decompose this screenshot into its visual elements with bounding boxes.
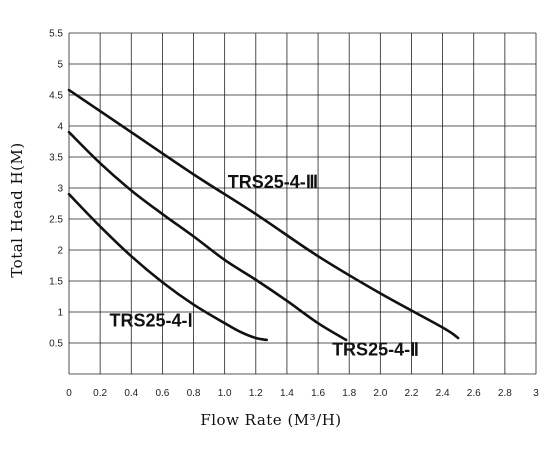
x-tick-label: 2.4 <box>436 388 450 399</box>
x-tick-label: 0.6 <box>155 388 169 399</box>
y-axis-title: Total Head H(M) <box>8 142 26 277</box>
x-tick-label: 0.4 <box>124 388 138 399</box>
x-tick-label: 2.8 <box>498 388 512 399</box>
x-tick-label: 1.0 <box>218 388 232 399</box>
curve-label-1: TRS25-4-Ⅲ <box>228 172 318 192</box>
x-tick-label: 0.2 <box>93 388 107 399</box>
y-tick-label: 3 <box>57 184 63 195</box>
grid <box>68 32 537 375</box>
x-tick-label: 2.0 <box>373 388 387 399</box>
y-tick-label: 4.5 <box>49 91 63 102</box>
y-tick-label: 4 <box>57 122 63 133</box>
x-tick-label: 0.8 <box>187 388 201 399</box>
y-tick-label: 5.5 <box>49 29 63 40</box>
x-tick-label: 1.6 <box>311 388 325 399</box>
series-line-2 <box>67 130 348 342</box>
series-line-3 <box>67 88 460 340</box>
series-line-1 <box>67 192 268 342</box>
y-tick-label: 5 <box>57 60 63 71</box>
y-tick-label: 3.5 <box>49 153 63 164</box>
y-tick-label: 1 <box>57 308 63 319</box>
x-tick-label: 0 <box>66 388 72 399</box>
x-tick-label: 1.4 <box>280 388 294 399</box>
x-tick-label: 1.2 <box>249 388 263 399</box>
x-axis-ticks: 0 0.2 0.4 0.6 0.8 1.0 1.2 1.4 1.6 1.8 2.0 2.2 2.4 2.6… <box>66 388 539 399</box>
x-tick-label: 1.8 <box>342 388 356 399</box>
x-tick-label: 2.6 <box>467 388 481 399</box>
y-axis-ticks: 0.5 1 1.5 2 2.5 3 3.5 4 4.5 5 5.5 <box>49 29 63 350</box>
x-axis-title: Flow Rate (M³/H) <box>200 411 341 429</box>
curve-label-3: TRS25-4-Ⅱ <box>332 339 419 359</box>
curves <box>67 88 460 342</box>
x-tick-label: 2.2 <box>405 388 419 399</box>
y-tick-label: 1.5 <box>49 277 63 288</box>
curve-label-2: TRS25-4-Ⅰ <box>109 310 192 330</box>
y-tick-label: 2 <box>57 246 63 257</box>
y-tick-label: 2.5 <box>49 215 63 226</box>
x-tick-label: 3 <box>533 388 539 399</box>
y-tick-label: 0.5 <box>49 339 63 350</box>
curve-labels: TRS25-4-Ⅲ TRS25-4-Ⅰ TRS25-4-Ⅱ <box>109 172 418 359</box>
